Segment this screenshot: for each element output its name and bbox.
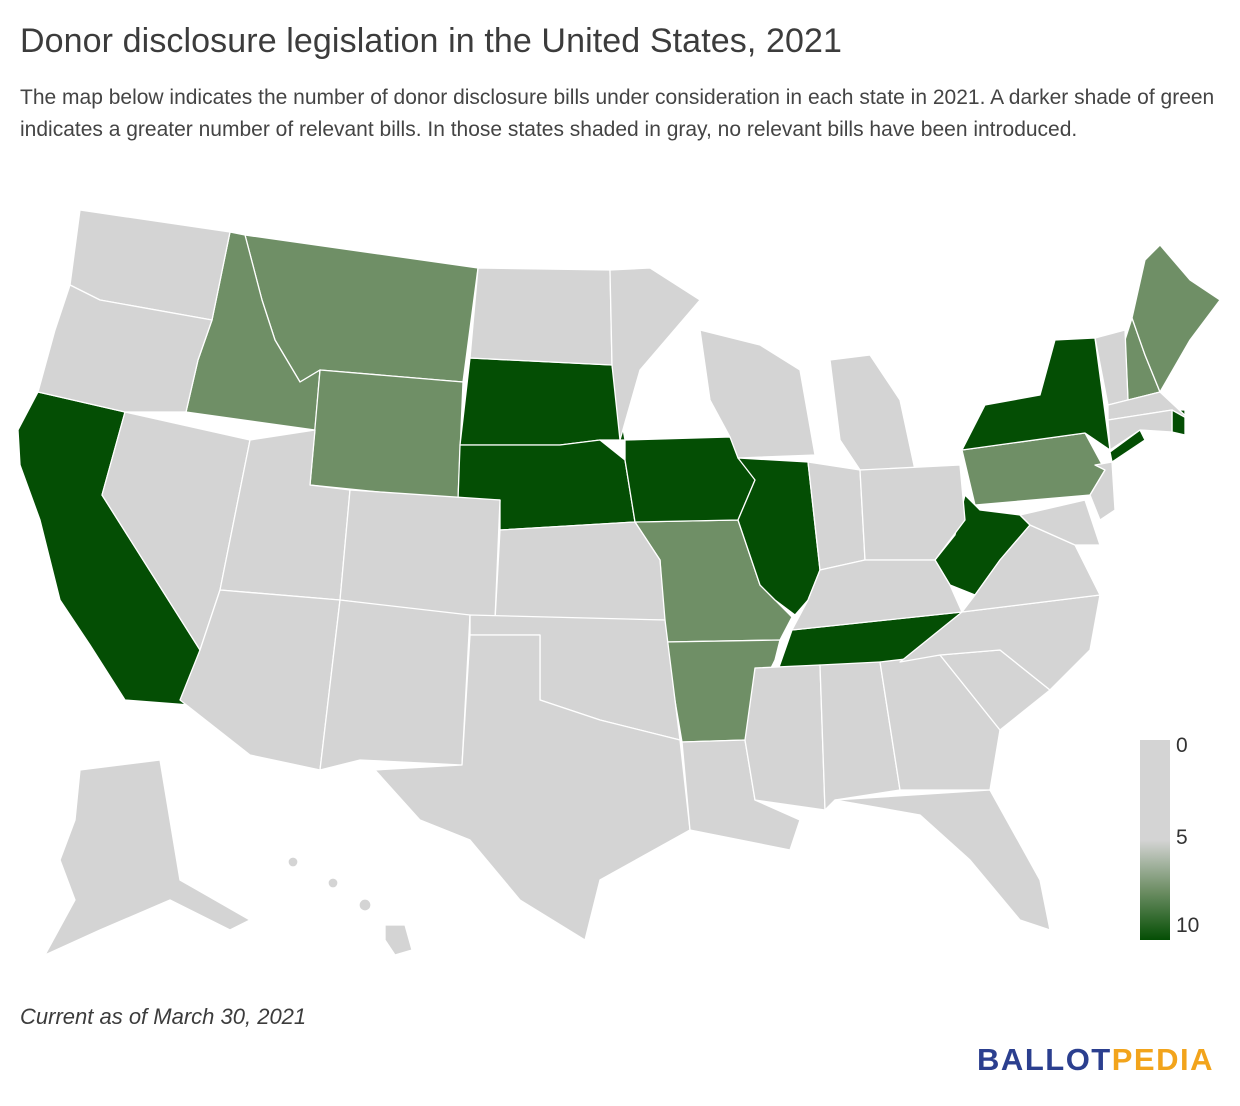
hawaii-island-maui bbox=[358, 898, 372, 912]
footnote: Current as of March 30, 2021 bbox=[20, 1004, 307, 1029]
state-kansas[interactable] bbox=[494, 521, 666, 621]
state-texas[interactable] bbox=[374, 634, 691, 941]
state-north-dakota[interactable] bbox=[469, 267, 613, 366]
state-kentucky[interactable] bbox=[791, 559, 963, 631]
state-connecticut[interactable] bbox=[1107, 409, 1173, 451]
state-south-dakota[interactable] bbox=[459, 357, 626, 446]
legend-label-min: 0 bbox=[1176, 734, 1188, 757]
legend-label-max: 10 bbox=[1176, 914, 1200, 937]
state-minnesota[interactable] bbox=[609, 267, 701, 441]
state-new-mexico[interactable] bbox=[319, 599, 471, 771]
state-maine[interactable] bbox=[1131, 244, 1221, 393]
state-new-jersey[interactable] bbox=[1089, 461, 1116, 521]
state-wyoming[interactable] bbox=[309, 369, 464, 501]
color-legend: 0 5 10 bbox=[1140, 734, 1230, 943]
state-massachusetts[interactable] bbox=[1107, 391, 1191, 421]
state-mississippi[interactable] bbox=[744, 664, 826, 811]
us-choropleth-map bbox=[17, 209, 1221, 956]
legend-label-mid: 5 bbox=[1176, 826, 1188, 849]
state-colorado[interactable] bbox=[339, 489, 501, 621]
state-alabama[interactable] bbox=[819, 661, 901, 811]
map-title: Donor disclosure legislation in the Unit… bbox=[20, 22, 842, 60]
state-hawaii[interactable] bbox=[384, 924, 413, 956]
state-wisconsin[interactable] bbox=[699, 329, 816, 459]
state-florida[interactable] bbox=[834, 789, 1051, 931]
state-michigan[interactable] bbox=[829, 354, 916, 471]
legend-gradient-bar bbox=[1140, 740, 1170, 940]
state-oregon[interactable] bbox=[37, 284, 213, 413]
hawaii-island-oahu bbox=[327, 877, 339, 889]
state-alaska[interactable] bbox=[44, 759, 251, 956]
state-maryland-delaware[interactable] bbox=[1019, 499, 1101, 546]
hawaii-island-kauai bbox=[287, 856, 299, 868]
state-ohio[interactable] bbox=[859, 464, 966, 561]
ballotpedia-logo: BALLOTPEDIA bbox=[977, 1042, 1214, 1077]
state-new-york[interactable] bbox=[961, 337, 1111, 451]
map-description: The map below indicates the number of do… bbox=[20, 86, 1215, 141]
